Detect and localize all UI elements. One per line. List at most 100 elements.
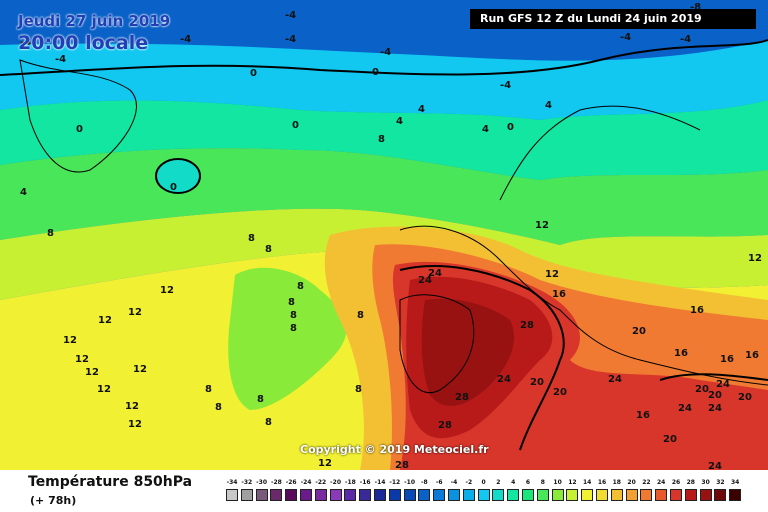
forecast-offset: (+ 78h) [30,494,77,507]
legend-swatch [388,489,401,501]
isotherm-label: 8 [290,323,297,334]
isotherm-24 [399,265,565,451]
isotherm-label: 0 [170,182,177,193]
isotherm-label: -4 [620,32,631,43]
legend-swatch [684,489,697,501]
legend-tick-label: 32 [716,479,725,486]
isotherm-label: 12 [75,354,89,365]
isotherm-label: 0 [292,120,299,131]
coastline-scandinavia [499,105,701,201]
legend-tick-label: 30 [701,479,710,486]
legend-swatch [418,489,431,501]
legend-tick-label: -24 [300,479,312,486]
isotherm-label: 24 [428,268,442,279]
legend-tick-label: 16 [597,479,607,486]
isotherm-label: 20 [663,434,677,445]
isotherm-label: 24 [497,374,511,385]
isotherm-label: 8 [357,310,364,321]
legend-tick-label: 10 [553,479,562,486]
isotherm-label: 20 [695,384,709,395]
isotherm-label: -4 [680,34,691,45]
isotherm-label: 20 [738,392,752,403]
isotherm-label: 4 [418,104,425,115]
isotherm-label: 16 [552,289,566,300]
coastline-iberia [399,294,475,393]
legend-swatch [344,489,357,501]
variable-title: Température 850hPa [28,474,193,490]
isotherm-label: 12 [125,401,139,412]
isotherm-label: 12 [128,419,142,430]
isotherm-label: -8 [690,2,701,13]
legend-tick-label: -14 [374,479,386,486]
isotherm-label: 16 [674,348,688,359]
isotherm-label: 8 [47,228,54,239]
legend-tick-label: -22 [315,479,327,486]
legend-tick-label: -4 [450,479,458,486]
isotherm-label: 24 [608,374,622,385]
legend-tick-label: 2 [496,479,501,486]
isotherm-label: 24 [716,379,730,390]
legend-swatch [551,489,564,501]
isotherm-label: 8 [290,310,297,321]
isotherm-label: 12 [97,384,111,395]
legend-tick-label: -28 [270,479,282,486]
isotherm-label: 8 [257,394,264,405]
isotherm-label: -4 [285,10,296,21]
legend-tick-label: -34 [226,479,238,486]
isotherm-label: 12 [545,269,559,280]
isotherm-label: 24 [678,403,692,414]
legend-swatch [433,489,446,501]
isotherm-label: 12 [318,458,332,469]
isotherm-label: 8 [355,384,362,395]
legend-swatch [670,489,682,501]
legend-swatch [492,489,505,501]
legend-tick-label: 22 [642,479,651,486]
legend-swatch [655,489,668,501]
isotherm-label: 20 [708,390,722,401]
isotherm-label: 24 [418,275,432,286]
isotherm-label: 20 [632,326,646,337]
legend-swatch [314,489,327,501]
legend-tick-label: 34 [731,479,740,486]
isotherm-label: 0 [76,124,83,135]
atlantic-cold-pocket [155,158,201,194]
legend-swatch [255,489,268,501]
local-time: 20:00 locale [18,32,149,54]
legend-swatch [300,489,312,501]
isotherm-label: 4 [482,124,489,135]
legend-swatch [729,489,742,501]
legend-tick-label: -30 [256,479,268,486]
legend-tick-label: -6 [435,479,443,486]
legend-swatch [240,489,253,501]
isotherm-label: 8 [248,233,255,244]
isotherm-label: 28 [438,420,452,431]
legend-swatch [581,489,594,501]
legend-swatch [329,489,342,501]
coastline-europe [399,225,768,386]
valid-date: Jeudi 27 juin 2019 [18,12,171,30]
legend-swatch [285,489,298,501]
legend-tick-label: 14 [583,479,592,486]
isotherm-label: 16 [636,410,650,421]
teal-band [0,100,768,180]
isotherm-label: 0 [372,67,379,78]
isotherm-label: 12 [85,367,99,378]
legend-swatch [507,489,520,501]
isotherm-label: 12 [128,307,142,318]
isotherm-label: 8 [265,417,272,428]
isotherm-label: 24 [708,461,722,470]
legend-swatch [403,489,416,501]
isotherm-label: 8 [288,297,295,308]
legend-tick-label: -18 [344,479,356,486]
legend-swatch [640,489,653,501]
isotherm-label: -4 [380,47,391,58]
hot-core-deep [421,298,514,406]
isotherm-label: 24 [708,403,722,414]
legend-swatch [566,489,579,501]
cold-band-light [0,40,768,120]
legend-tick-label: 8 [540,479,545,486]
legend-tick-label: -20 [330,479,342,486]
legend-tick-label: 0 [481,479,486,486]
isotherm-label: 12 [748,253,762,264]
isotherm-label: 12 [133,364,147,375]
